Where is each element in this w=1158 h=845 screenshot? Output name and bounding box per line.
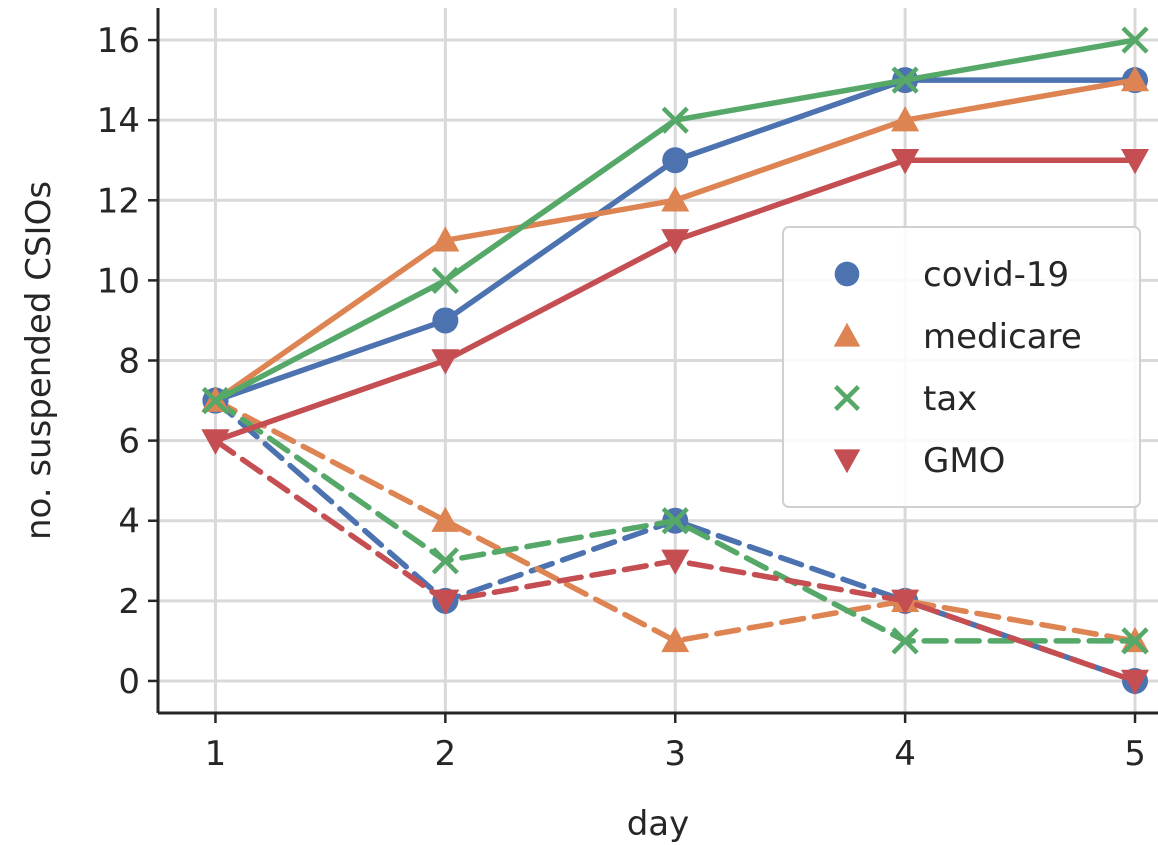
data-point [661,186,690,212]
legend-marker [833,449,861,474]
data-point [661,626,690,653]
data-point [201,386,230,415]
data-point [891,589,920,615]
legend: covid-19 medicare tax GMO [782,226,1141,508]
y-tick-label: 2 [118,582,140,622]
legend-label: tax [923,379,977,419]
y-axis-label: no. suspended CSIOs [19,181,59,540]
x-axis-label: day [627,804,690,844]
data-point [661,229,690,255]
data-point [891,149,920,175]
data-point [1121,26,1149,54]
data-point [431,589,460,615]
data-point [1121,66,1150,92]
y-tick-label: 14 [97,101,140,141]
data-point [201,429,230,455]
data-point [891,106,920,132]
y-tick-label: 8 [118,342,140,382]
data-point [1121,669,1150,695]
data-point [431,547,459,575]
series-GMO-solid [201,149,1150,455]
legend-box [782,226,1141,508]
data-point [431,226,460,252]
data-point [661,106,689,134]
data-point [891,627,919,655]
data-point [431,266,459,294]
data-point [661,549,690,575]
y-tick-label: 0 [118,662,140,702]
legend-label: covid-19 [923,255,1069,295]
y-tick-label: 6 [118,422,140,462]
legend-marker [834,261,860,287]
legend-marker [833,322,861,347]
x-tick-label: 5 [1124,734,1146,774]
y-tick-label: 10 [97,261,140,301]
x-tick-label: 1 [205,734,227,774]
legend-marker [834,385,860,411]
series-layer [201,26,1150,695]
x-tick-label: 3 [664,734,686,774]
data-point [431,506,460,532]
x-tick-label: 2 [435,734,457,774]
legend-label: GMO [923,441,1005,481]
data-point [431,349,460,375]
legend-label: medicare [923,317,1082,357]
data-point [662,147,689,174]
y-tick-label: 12 [97,181,140,221]
y-tick-label: 16 [97,21,140,61]
x-tick-label: 4 [894,734,916,774]
data-point [891,66,919,94]
data-point [1121,627,1149,655]
series-tax-solid [201,26,1149,415]
data-point [432,307,459,334]
y-tick-label: 4 [118,502,140,542]
data-point [661,507,689,535]
data-point [1121,149,1150,175]
